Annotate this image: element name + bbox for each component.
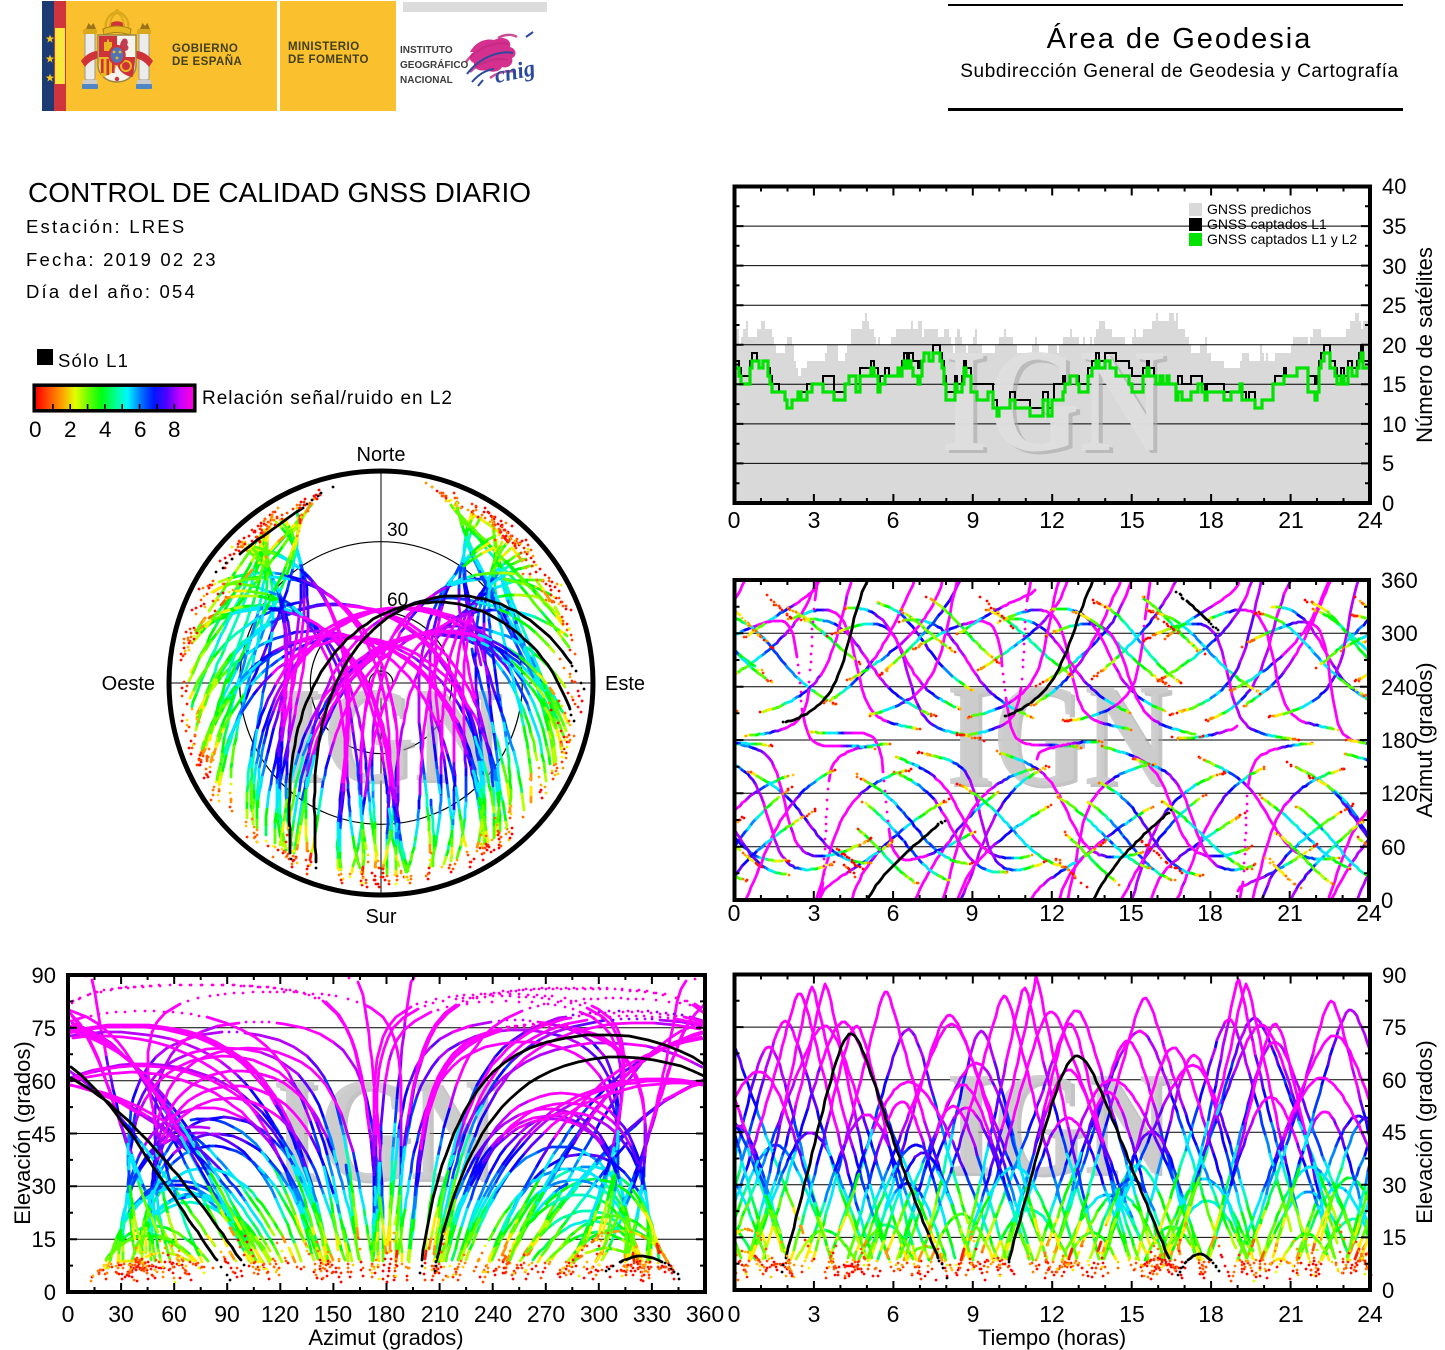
svg-text:240: 240 bbox=[1381, 675, 1418, 700]
svg-text:IGN: IGN bbox=[946, 653, 1170, 816]
svg-text:0: 0 bbox=[728, 1301, 741, 1327]
svg-text:30: 30 bbox=[108, 1301, 134, 1327]
svg-text:3: 3 bbox=[808, 1301, 821, 1327]
svg-text:180: 180 bbox=[367, 1301, 405, 1327]
svg-text:150: 150 bbox=[314, 1301, 352, 1327]
svg-text:Este: Este bbox=[605, 673, 645, 695]
svg-text:Norte: Norte bbox=[357, 444, 406, 466]
svg-text:3: 3 bbox=[808, 900, 821, 926]
svg-text:75: 75 bbox=[32, 1016, 56, 1041]
svg-text:24: 24 bbox=[1357, 1301, 1383, 1327]
svg-text:24: 24 bbox=[1356, 900, 1382, 926]
svg-text:0: 0 bbox=[1382, 491, 1394, 516]
svg-text:GNSS captados L1: GNSS captados L1 bbox=[1207, 216, 1327, 232]
svg-text:120: 120 bbox=[261, 1301, 299, 1327]
svg-text:210: 210 bbox=[421, 1301, 459, 1327]
svg-text:180: 180 bbox=[1381, 728, 1418, 753]
svg-text:Azimut (grados): Azimut (grados) bbox=[308, 1325, 463, 1350]
svg-text:GNSS predichos: GNSS predichos bbox=[1207, 201, 1311, 217]
svg-text:21: 21 bbox=[1278, 1301, 1304, 1327]
svg-text:0: 0 bbox=[44, 1280, 56, 1305]
svg-text:0: 0 bbox=[1381, 888, 1393, 913]
svg-text:0: 0 bbox=[1382, 1278, 1394, 1303]
svg-text:GNSS captados L1 y L2: GNSS captados L1 y L2 bbox=[1207, 231, 1357, 247]
svg-text:30: 30 bbox=[1382, 1173, 1406, 1198]
svg-text:0: 0 bbox=[728, 507, 741, 533]
svg-text:360: 360 bbox=[1381, 568, 1418, 593]
svg-text:18: 18 bbox=[1198, 1301, 1224, 1327]
svg-text:300: 300 bbox=[580, 1301, 618, 1327]
svg-text:21: 21 bbox=[1278, 507, 1304, 533]
svg-text:Tiempo (horas): Tiempo (horas) bbox=[978, 1325, 1126, 1350]
svg-text:10: 10 bbox=[1382, 412, 1406, 437]
svg-text:6: 6 bbox=[887, 1301, 900, 1327]
svg-text:35: 35 bbox=[1382, 214, 1406, 239]
svg-text:90: 90 bbox=[1382, 963, 1406, 988]
svg-text:60: 60 bbox=[32, 1069, 56, 1094]
svg-text:15: 15 bbox=[1119, 507, 1145, 533]
svg-text:Sur: Sur bbox=[365, 906, 396, 928]
svg-text:Número de satélites: Número de satélites bbox=[1412, 247, 1437, 443]
svg-text:21: 21 bbox=[1277, 900, 1303, 926]
svg-text:30: 30 bbox=[1382, 254, 1406, 279]
svg-text:330: 330 bbox=[633, 1301, 671, 1327]
svg-text:3: 3 bbox=[808, 507, 821, 533]
svg-text:90: 90 bbox=[214, 1301, 240, 1327]
svg-text:15: 15 bbox=[1382, 1225, 1406, 1250]
svg-text:5: 5 bbox=[1382, 451, 1394, 476]
svg-text:45: 45 bbox=[32, 1122, 56, 1147]
svg-text:6: 6 bbox=[887, 507, 900, 533]
svg-text:9: 9 bbox=[966, 900, 979, 926]
svg-text:9: 9 bbox=[967, 1301, 980, 1327]
svg-text:25: 25 bbox=[1382, 293, 1406, 318]
svg-text:18: 18 bbox=[1197, 900, 1223, 926]
svg-text:75: 75 bbox=[1382, 1015, 1406, 1040]
svg-text:0: 0 bbox=[728, 900, 741, 926]
svg-text:60: 60 bbox=[1382, 1068, 1406, 1093]
svg-text:Elevación (grados): Elevación (grados) bbox=[1412, 1040, 1437, 1223]
svg-text:12: 12 bbox=[1039, 1301, 1065, 1327]
svg-text:120: 120 bbox=[1381, 781, 1418, 806]
svg-text:15: 15 bbox=[1119, 1301, 1145, 1327]
svg-text:40: 40 bbox=[1382, 174, 1406, 199]
svg-text:Elevación (grados): Elevación (grados) bbox=[10, 1041, 35, 1224]
svg-text:9: 9 bbox=[967, 507, 980, 533]
svg-text:45: 45 bbox=[1382, 1120, 1406, 1145]
svg-text:30: 30 bbox=[387, 520, 408, 541]
svg-text:15: 15 bbox=[1382, 372, 1406, 397]
svg-text:60: 60 bbox=[387, 590, 408, 611]
svg-text:60: 60 bbox=[1381, 835, 1405, 860]
svg-text:Azimut (grados): Azimut (grados) bbox=[1412, 662, 1437, 817]
svg-text:12: 12 bbox=[1039, 900, 1065, 926]
svg-text:360: 360 bbox=[686, 1301, 724, 1327]
svg-text:6: 6 bbox=[887, 900, 900, 926]
svg-text:270: 270 bbox=[527, 1301, 565, 1327]
svg-text:15: 15 bbox=[1118, 900, 1144, 926]
svg-text:300: 300 bbox=[1381, 621, 1418, 646]
svg-text:Oeste: Oeste bbox=[102, 673, 155, 695]
svg-text:18: 18 bbox=[1198, 507, 1224, 533]
svg-text:12: 12 bbox=[1039, 507, 1065, 533]
svg-text:0: 0 bbox=[62, 1301, 75, 1327]
svg-text:30: 30 bbox=[32, 1174, 56, 1199]
svg-text:IGN: IGN bbox=[945, 322, 1169, 485]
svg-text:24: 24 bbox=[1357, 507, 1383, 533]
svg-text:15: 15 bbox=[32, 1227, 56, 1252]
svg-text:60: 60 bbox=[161, 1301, 187, 1327]
svg-text:20: 20 bbox=[1382, 333, 1406, 358]
svg-text:90: 90 bbox=[32, 963, 56, 988]
svg-text:240: 240 bbox=[474, 1301, 512, 1327]
